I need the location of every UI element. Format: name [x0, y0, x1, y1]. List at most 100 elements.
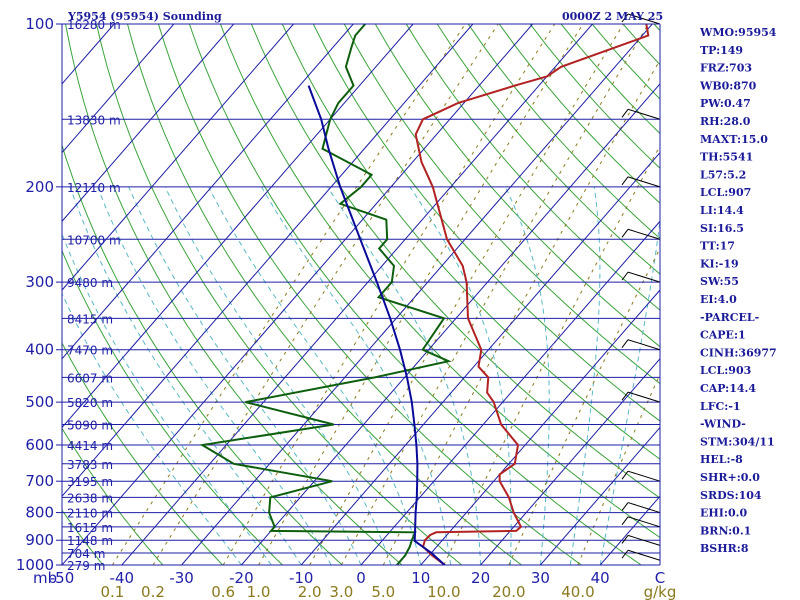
height-label: 13830 m	[67, 113, 121, 127]
height-label: 12110 m	[67, 181, 121, 195]
pressure-tick-label: 700	[25, 472, 54, 490]
index-line: CAP:14.4	[700, 382, 756, 395]
temperature-tick-label: -20	[229, 569, 254, 587]
index-line: CAPE:1	[700, 329, 746, 342]
mixing-ratio-label: 10.0	[427, 583, 460, 600]
barb-flag	[621, 228, 629, 238]
isotherm-line	[480, 358, 660, 565]
indices-panel: WMO:95954 TP:149 FRZ:703 WB0:870 PW:0.47 RH:2…	[699, 26, 777, 555]
index-line: TT:17	[700, 240, 735, 253]
height-label: 16280 m	[67, 18, 121, 32]
pressure-tick-label: 200	[25, 178, 54, 196]
isotherm-line	[62, 24, 175, 154]
index-line: PW:0.47	[700, 97, 751, 110]
temperature-tick-label: -40	[110, 569, 135, 587]
index-line: BSHR:8	[700, 542, 749, 555]
pressure-tick-label: 1000	[16, 556, 54, 574]
barb-shaft	[627, 470, 661, 482]
height-label: 1615 m	[67, 521, 113, 535]
mixing-ratio-label: 40.0	[561, 583, 594, 600]
pressure-tick-label: 300	[25, 273, 54, 291]
temperature-tick-label: 40	[591, 569, 610, 587]
barb-shaft	[627, 502, 661, 514]
isotherm-line	[62, 24, 534, 565]
barb-shaft	[627, 271, 661, 283]
wind-barb	[621, 339, 661, 351]
mixing-ratio-label: 0.6	[211, 583, 235, 600]
index-line: LI:14.4	[700, 204, 744, 217]
parcel-profile	[307, 85, 446, 565]
temperature-tick-label: 0	[356, 569, 366, 587]
index-line: SW:55	[700, 275, 739, 288]
index-line: EHI:0.0	[700, 507, 747, 520]
x-axis-title: mb	[33, 569, 57, 587]
pressure-tick-label: 800	[25, 504, 54, 522]
height-label: 5820 m	[67, 396, 113, 410]
barb-flag	[621, 502, 629, 511]
index-line: MAXT:15.0	[700, 133, 768, 146]
index-line: EI:4.0	[700, 293, 737, 306]
index-line: SI:16.5	[700, 222, 744, 235]
index-line: WB0:870	[699, 79, 757, 92]
temperature-tick-label: 10	[411, 569, 430, 587]
wind-barb	[621, 534, 661, 546]
mixing-ratio-label: 3.0	[329, 583, 353, 600]
barb-shaft	[627, 228, 661, 240]
valid-time: 0000Z 2 MAY 25	[562, 10, 663, 23]
mixing-ratio-label: 20.0	[492, 583, 525, 600]
index-line: TP:149	[700, 44, 743, 57]
barb-flag	[621, 176, 629, 186]
barb-flag	[621, 549, 629, 559]
barb-shaft	[627, 176, 661, 188]
isotherm-line	[62, 24, 414, 429]
dewpoint-profile	[199, 24, 452, 565]
index-line: STM:304/11	[700, 435, 775, 448]
barb-flag	[621, 516, 629, 526]
isotherm-line	[62, 24, 354, 360]
barb-shaft	[627, 339, 661, 351]
index-line: -PARCEL-	[700, 311, 759, 324]
height-label: 1148 m	[67, 534, 113, 548]
index-line: TH:5541	[700, 151, 753, 164]
mixing-ratio-label: 0.1	[100, 583, 124, 600]
wind-barb	[621, 502, 661, 514]
temperature-tick-label: 20	[471, 569, 490, 587]
index-line: WMO:95954	[699, 26, 777, 39]
height-label: 7470 m	[67, 344, 113, 358]
isotherm-line	[181, 24, 653, 565]
height-label: 704 m	[67, 547, 105, 561]
height-label: 6607 m	[67, 371, 113, 385]
wind-barbs	[621, 13, 661, 561]
barb-shaft	[627, 391, 661, 403]
isotherm-line	[360, 220, 660, 565]
height-label: 2638 m	[67, 491, 113, 505]
pressure-tick-label: 100	[25, 15, 54, 33]
index-line: SHR+:0.0	[700, 471, 760, 484]
station-title: Y5954 (95954) Sounding	[67, 10, 222, 23]
isotherms	[62, 24, 660, 565]
index-line: LCL:907	[700, 186, 751, 199]
barb-flag	[621, 13, 629, 23]
isotherm-line	[300, 151, 660, 565]
temperature-tick-label: C	[655, 569, 665, 587]
temperature-profile	[414, 24, 650, 565]
wind-barb	[621, 516, 661, 528]
barb-shaft	[627, 534, 661, 546]
height-label: 5090 m	[67, 419, 113, 433]
index-line: LFC:-1	[700, 400, 741, 413]
temperature-tick-label: -10	[289, 569, 314, 587]
pressure-tick-label: 900	[25, 531, 54, 549]
wind-barb	[621, 13, 661, 25]
barb-flag	[621, 339, 629, 349]
temperature-tick-label: -30	[169, 569, 194, 587]
barb-shaft	[627, 516, 661, 528]
mixing-ratio-label: 5.0	[371, 583, 395, 600]
temperature-tick-label: -50	[50, 569, 75, 587]
index-line: SRDS:104	[700, 489, 762, 502]
index-line: L57:5.2	[700, 168, 746, 181]
barb-shaft	[627, 549, 661, 561]
wind-barb	[621, 391, 661, 403]
mixing-ratio-label: g/kg	[644, 583, 677, 600]
barb-shaft	[627, 13, 661, 25]
